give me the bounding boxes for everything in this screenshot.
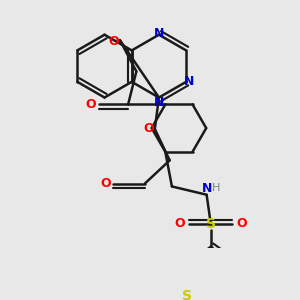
Text: O: O bbox=[237, 217, 247, 230]
Text: H: H bbox=[212, 183, 221, 193]
Text: O: O bbox=[85, 98, 96, 111]
Text: N: N bbox=[154, 95, 164, 109]
Text: N: N bbox=[183, 75, 194, 88]
Text: O: O bbox=[100, 177, 110, 190]
Text: N: N bbox=[201, 182, 212, 195]
Text: S: S bbox=[182, 289, 192, 300]
Text: N: N bbox=[154, 27, 164, 40]
Text: O: O bbox=[143, 122, 154, 135]
Text: S: S bbox=[206, 217, 216, 231]
Text: O: O bbox=[174, 217, 185, 230]
Text: O: O bbox=[108, 35, 119, 48]
